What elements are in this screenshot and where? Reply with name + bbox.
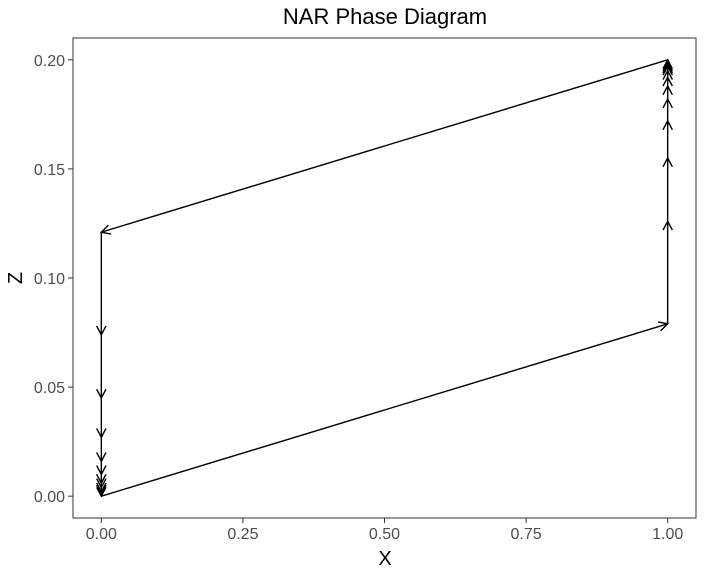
x-tick-label: 1.00	[652, 526, 683, 543]
trajectory-arrowhead	[96, 487, 107, 498]
trajectory-segment	[101, 323, 668, 497]
x-tick-label: 0.50	[369, 526, 400, 543]
y-axis-label: Z	[5, 272, 27, 284]
trajectory	[96, 58, 673, 498]
y-tick-label: 0.05	[34, 380, 65, 397]
plot-panel	[72, 37, 697, 519]
x-axis-label: X	[378, 548, 391, 570]
x-tick-label: 0.00	[86, 526, 117, 543]
y-tick-label: 0.15	[34, 162, 65, 179]
y-axis: 0.00 0.05 0.10 0.15 0.20	[34, 53, 73, 506]
trajectory-segment	[101, 59, 668, 233]
y-tick-label: 0.00	[34, 489, 65, 506]
x-tick-label: 0.75	[511, 526, 542, 543]
chart-title: NAR Phase Diagram	[283, 4, 487, 29]
y-tick-label: 0.10	[34, 271, 65, 288]
x-tick-label: 0.25	[227, 526, 258, 543]
x-axis: 0.00 0.25 0.50 0.75 1.00	[86, 518, 683, 543]
y-tick-label: 0.20	[34, 53, 65, 70]
